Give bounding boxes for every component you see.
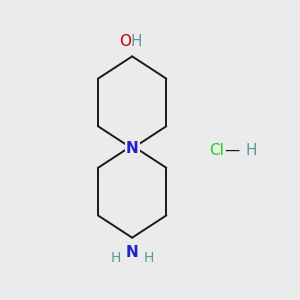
Text: Cl: Cl [209, 142, 224, 158]
Text: H: H [131, 34, 142, 49]
Text: N: N [126, 141, 139, 156]
Text: H: H [111, 251, 121, 265]
Text: —: — [224, 142, 239, 158]
Text: N: N [126, 245, 139, 260]
Text: O: O [119, 34, 131, 49]
Text: H: H [245, 142, 256, 158]
Text: H: H [143, 251, 154, 265]
